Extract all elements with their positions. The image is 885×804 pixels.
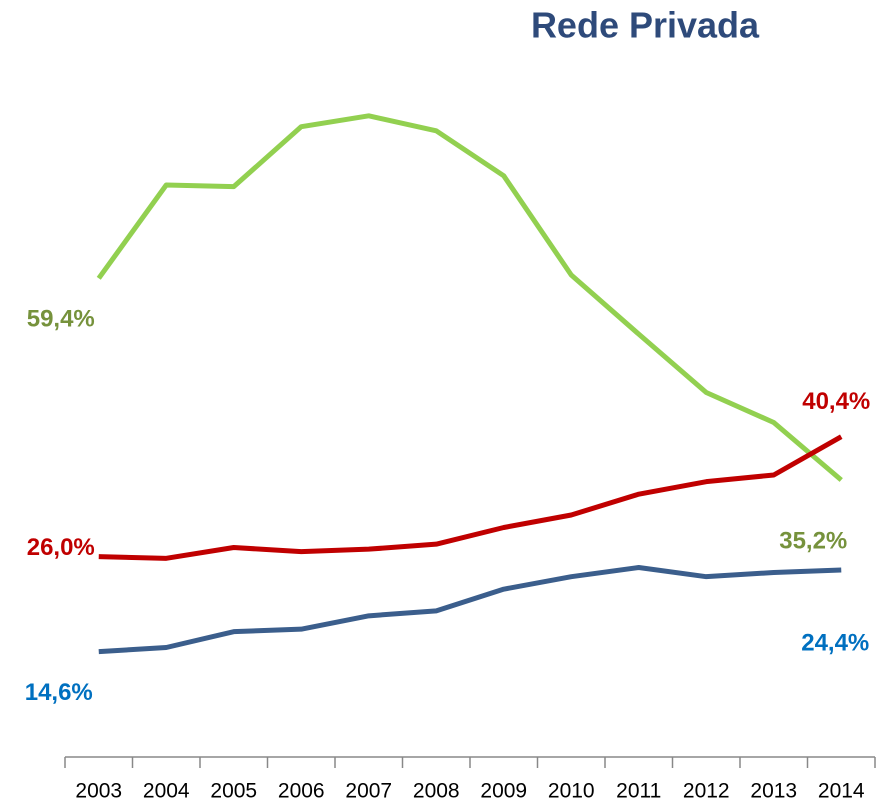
x-tick-label: 2011 bbox=[616, 780, 661, 803]
series-line bbox=[98, 434, 843, 561]
x-tick-label: 2013 bbox=[750, 780, 797, 803]
x-tick-label: 2007 bbox=[345, 780, 392, 803]
series-line bbox=[96, 113, 843, 482]
x-tick-label: 2005 bbox=[210, 780, 257, 803]
data-label: 24,4% bbox=[801, 629, 869, 656]
x-tick-label: 2009 bbox=[480, 780, 527, 803]
x-tick-label: 2014 bbox=[818, 780, 865, 803]
data-label: 59,4% bbox=[27, 306, 95, 333]
series-line bbox=[98, 565, 842, 655]
x-tick-label: 2003 bbox=[75, 780, 122, 803]
data-label: 26,0% bbox=[27, 534, 95, 561]
x-tick-label: 2010 bbox=[548, 780, 595, 803]
x-tick-label: 2012 bbox=[683, 780, 730, 803]
chart-title: Rede Privada bbox=[531, 5, 760, 46]
x-tick-label: 2006 bbox=[278, 780, 325, 803]
data-label: 14,6% bbox=[25, 679, 93, 706]
data-label: 40,4% bbox=[802, 388, 870, 415]
x-tick-label: 2004 bbox=[143, 780, 190, 803]
x-tick-label: 2008 bbox=[413, 780, 460, 803]
data-label: 35,2% bbox=[779, 527, 847, 554]
